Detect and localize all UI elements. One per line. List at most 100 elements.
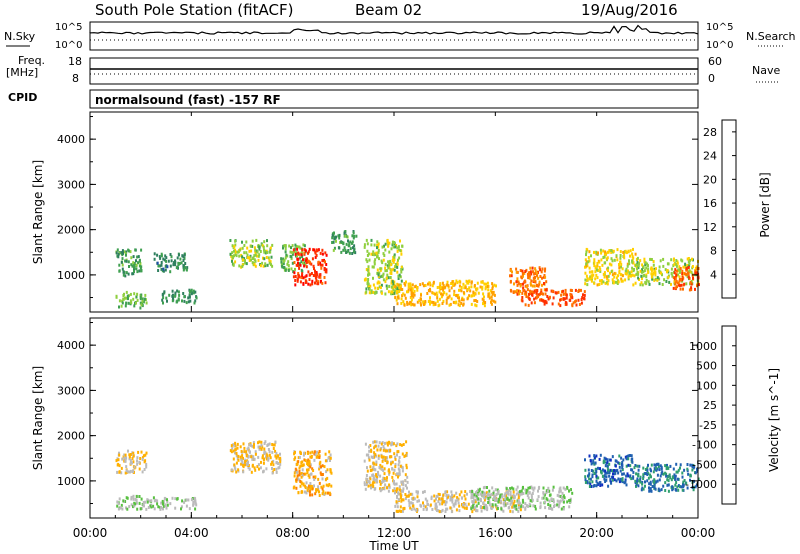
power-cell	[139, 295, 142, 299]
power-cell	[285, 253, 288, 257]
power-cell	[569, 288, 572, 292]
power-cell	[694, 269, 697, 273]
power-cell	[595, 273, 598, 277]
velocity-cell	[263, 447, 266, 451]
velocity-cell	[647, 476, 650, 480]
power-cell	[631, 259, 633, 263]
velocity-cell	[131, 461, 133, 465]
velocity-colorbar-tick-label: -100	[692, 439, 717, 452]
power-cell	[392, 260, 395, 264]
power-cell	[348, 241, 351, 245]
power-cell	[288, 244, 291, 248]
power-cell	[557, 290, 560, 294]
velocity-cell	[655, 462, 658, 466]
velocity-cell	[250, 455, 253, 459]
power-cell	[606, 250, 609, 254]
velocity-cell	[329, 459, 331, 462]
power-cell	[331, 236, 334, 240]
power-cell	[424, 284, 427, 287]
power-cell	[299, 263, 302, 267]
velocity-cell	[130, 497, 133, 501]
power-cell	[344, 230, 347, 233]
velocity-cell	[323, 465, 326, 469]
power-cell	[676, 281, 679, 285]
velocity-cell	[537, 495, 540, 499]
power-cell	[401, 244, 404, 248]
power-cell	[242, 258, 244, 262]
power-cell	[372, 250, 375, 254]
power-cell	[164, 268, 167, 272]
power-cell	[282, 259, 285, 263]
power-cell	[447, 296, 450, 300]
power-cell	[585, 260, 588, 264]
velocity-cell	[117, 462, 120, 466]
velocity-cell	[433, 499, 436, 503]
velocity-cell	[316, 488, 319, 492]
power-cell	[650, 272, 653, 276]
nsky-trace	[89, 24, 699, 41]
velocity-cell	[402, 489, 404, 493]
velocity-cell	[510, 501, 513, 505]
power-cell	[458, 288, 460, 292]
velocity-cell	[293, 485, 296, 489]
power-cell	[293, 271, 296, 275]
velocity-cell	[395, 509, 398, 513]
velocity-cell	[664, 481, 667, 485]
velocity-cell	[490, 507, 493, 510]
velocity-cell	[465, 507, 468, 510]
velocity-cell	[279, 462, 282, 466]
nsky-line	[89, 24, 699, 35]
power-cell	[127, 272, 130, 276]
velocity-cell	[371, 473, 374, 477]
velocity-cell	[257, 455, 260, 459]
power-cell	[518, 282, 520, 286]
power-cell	[447, 285, 450, 289]
power-cell	[255, 238, 258, 242]
power-cell	[297, 251, 300, 255]
power-cell	[559, 298, 562, 302]
velocity-cell	[656, 467, 659, 471]
power-cell	[674, 277, 677, 281]
velocity-cell	[489, 495, 492, 499]
velocity-cell	[253, 466, 256, 470]
velocity-cell	[250, 470, 253, 474]
power-cell	[564, 288, 567, 292]
power-cell	[529, 282, 532, 286]
velocity-cell	[398, 470, 401, 474]
velocity-cell	[402, 507, 405, 511]
power-cell	[250, 249, 253, 253]
power-cell	[429, 302, 431, 306]
power-cell	[303, 251, 306, 255]
power-cell	[441, 302, 444, 305]
velocity-cell	[307, 458, 310, 462]
velocity-cell	[234, 451, 236, 455]
velocity-cell	[299, 464, 302, 468]
velocity-cell	[438, 510, 441, 514]
velocity-cell	[271, 467, 273, 470]
power-cell	[381, 275, 384, 278]
power-cell	[234, 253, 237, 257]
power-cell	[591, 270, 594, 274]
power-cell	[602, 280, 605, 284]
power-cell	[325, 253, 328, 257]
velocity-cell	[570, 488, 572, 492]
power-cell	[132, 255, 135, 259]
power-cell	[534, 276, 536, 279]
velocity-cell	[471, 505, 474, 509]
velocity-cell	[595, 484, 598, 488]
velocity-cell	[638, 464, 641, 468]
velocity-cell	[241, 454, 244, 458]
velocity-cell	[375, 474, 378, 478]
velocity-cell	[475, 494, 478, 498]
power-cell	[174, 260, 177, 264]
velocity-cell	[460, 490, 463, 494]
power-cell	[454, 301, 457, 305]
velocity-cell	[239, 445, 242, 449]
velocity-cell	[625, 483, 628, 487]
power-cell	[160, 267, 163, 271]
power-cell	[491, 290, 493, 294]
power-cell	[686, 271, 689, 275]
velocity-cell	[378, 441, 381, 445]
velocity-cell	[180, 507, 182, 511]
